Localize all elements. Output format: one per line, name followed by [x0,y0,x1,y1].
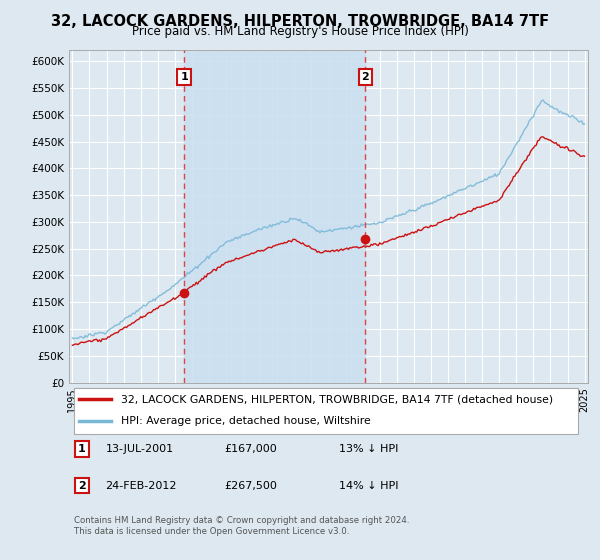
Text: HPI: Average price, detached house, Wiltshire: HPI: Average price, detached house, Wilt… [121,416,371,426]
Text: 13% ↓ HPI: 13% ↓ HPI [339,444,398,454]
Text: 2: 2 [78,480,86,491]
Text: 1: 1 [180,72,188,82]
Text: 24-FEB-2012: 24-FEB-2012 [106,480,177,491]
Text: 14% ↓ HPI: 14% ↓ HPI [339,480,398,491]
Text: 32, LACOCK GARDENS, HILPERTON, TROWBRIDGE, BA14 7TF (detached house): 32, LACOCK GARDENS, HILPERTON, TROWBRIDG… [121,394,553,404]
Text: 2: 2 [361,72,369,82]
Text: 32, LACOCK GARDENS, HILPERTON, TROWBRIDGE, BA14 7TF: 32, LACOCK GARDENS, HILPERTON, TROWBRIDG… [51,14,549,29]
Text: 1: 1 [78,444,86,454]
Text: £267,500: £267,500 [224,480,278,491]
Text: Price paid vs. HM Land Registry's House Price Index (HPI): Price paid vs. HM Land Registry's House … [131,25,469,38]
Bar [184,50,365,382]
FancyBboxPatch shape [74,388,578,434]
Text: Contains HM Land Registry data © Crown copyright and database right 2024.
This d: Contains HM Land Registry data © Crown c… [74,516,410,535]
Text: £167,000: £167,000 [224,444,277,454]
Text: 13-JUL-2001: 13-JUL-2001 [106,444,173,454]
